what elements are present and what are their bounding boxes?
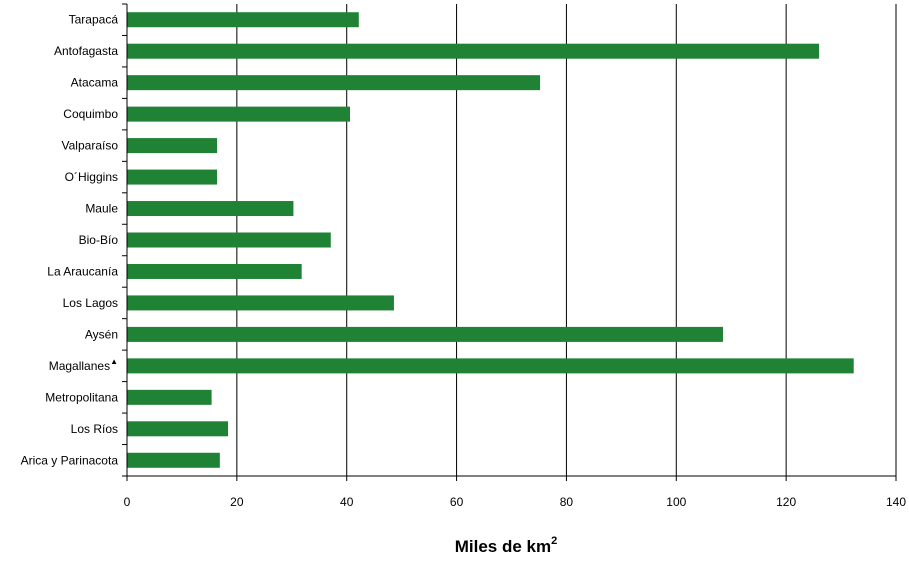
bar bbox=[127, 75, 541, 91]
category-labels: Tarapacá Antofagasta Atacama Coquimbo Valpar… bbox=[21, 13, 119, 468]
x-tick-label: 100 bbox=[666, 495, 686, 509]
axes bbox=[122, 3, 897, 481]
x-tick-label: 80 bbox=[560, 495, 574, 509]
category-label: Arica y Parinacota bbox=[21, 453, 119, 467]
bar bbox=[127, 201, 294, 217]
x-tick-labels: 0 20 40 60 80 100 120 140 bbox=[124, 495, 907, 509]
category-label: Aysén bbox=[85, 327, 118, 341]
bar bbox=[127, 358, 854, 374]
category-label: O´Higgins bbox=[65, 170, 118, 184]
category-label: Coquimbo bbox=[63, 107, 118, 121]
bar bbox=[127, 452, 220, 468]
x-axis-title: Miles de km2 bbox=[455, 535, 558, 556]
category-label: Antofagasta bbox=[54, 44, 118, 58]
category-label: Maule bbox=[85, 202, 118, 216]
x-tick-label: 60 bbox=[450, 495, 464, 509]
x-axis-title-text: Miles de km bbox=[455, 537, 551, 556]
category-label: Tarapacá bbox=[69, 13, 119, 27]
bar bbox=[127, 43, 820, 59]
x-axis-title-superscript: 2 bbox=[551, 535, 557, 547]
bar bbox=[127, 263, 302, 279]
category-label: Metropolitana bbox=[45, 390, 118, 404]
bar bbox=[127, 421, 229, 437]
x-tick-label: 120 bbox=[776, 495, 796, 509]
category-label: Los Lagos bbox=[63, 296, 118, 310]
bar bbox=[127, 295, 394, 311]
bars bbox=[127, 12, 854, 468]
bar bbox=[127, 138, 218, 154]
x-tick-label: 0 bbox=[124, 495, 131, 509]
bar bbox=[127, 12, 359, 28]
bar bbox=[127, 326, 723, 342]
x-tick-label: 140 bbox=[886, 495, 906, 509]
category-label: Magallanes▲ bbox=[49, 357, 118, 373]
category-label: Los Ríos bbox=[71, 422, 118, 436]
triangle-marker-icon: ▲ bbox=[110, 357, 118, 366]
x-tick-label: 20 bbox=[230, 495, 244, 509]
category-label: Atacama bbox=[71, 76, 119, 90]
bar bbox=[127, 169, 218, 185]
bar bbox=[127, 389, 212, 405]
category-label: Valparaíso bbox=[62, 139, 119, 153]
grid-lines bbox=[236, 4, 897, 476]
category-label: La Araucanía bbox=[47, 264, 118, 278]
bar bbox=[127, 232, 331, 248]
bar bbox=[127, 106, 351, 122]
x-tick-label: 40 bbox=[340, 495, 354, 509]
category-label: Bio-Bío bbox=[79, 233, 119, 247]
